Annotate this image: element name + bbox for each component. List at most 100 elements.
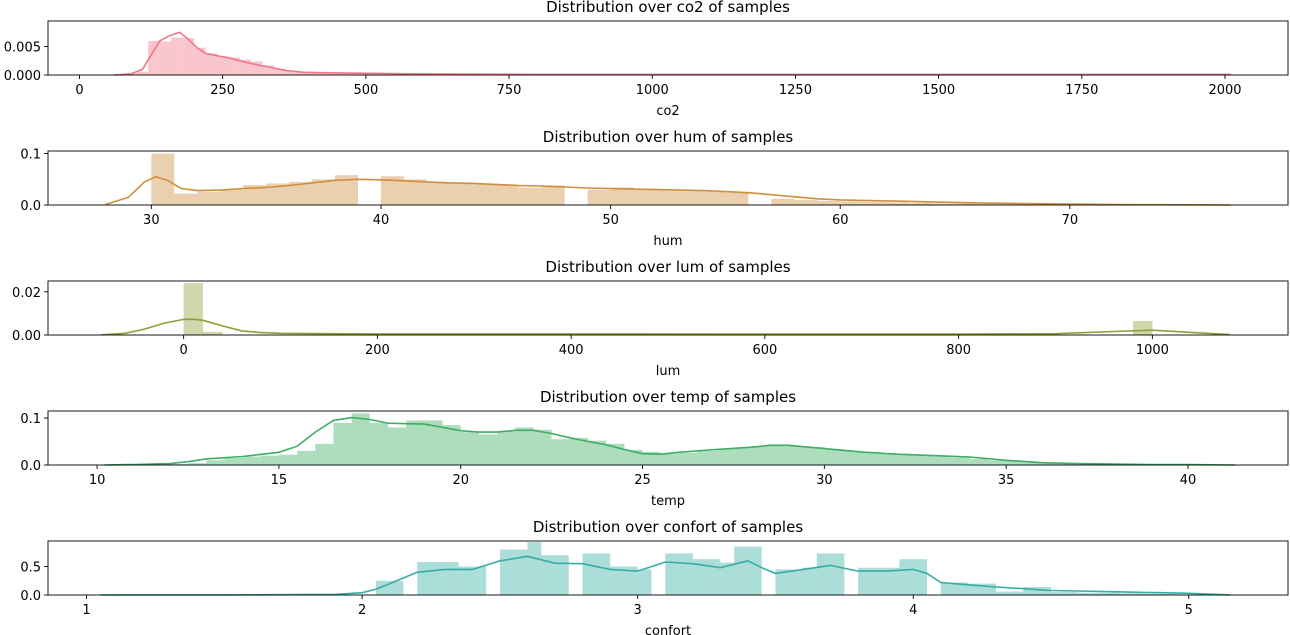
histogram-bar [206, 460, 225, 465]
y-tick-label: 0.5 [20, 561, 41, 576]
histogram-bar [424, 420, 443, 465]
kde-curve [113, 31, 1231, 76]
histogram-bars [375, 542, 1231, 595]
histogram-bar [228, 57, 240, 75]
histogram-bar [331, 73, 343, 75]
histogram-bar [840, 201, 864, 205]
x-tick-label: 0 [179, 343, 187, 358]
histogram-bar [239, 59, 252, 75]
histogram-bar [251, 61, 263, 75]
histogram-bar [260, 455, 279, 465]
subplot-confort: Distribution over confort of samples 1 2 3 4… [20, 518, 1289, 635]
histogram-bar [377, 73, 389, 75]
axes-frame [47, 280, 1289, 336]
histogram-bar [582, 553, 597, 595]
histogram-bar [389, 580, 404, 595]
histogram-bar [369, 422, 388, 465]
histogram-bar [216, 56, 229, 75]
histogram-bar [351, 413, 370, 465]
histogram-bar [623, 566, 638, 595]
histogram-bar [1006, 461, 1025, 465]
histogram-bar [569, 437, 588, 465]
histogram-bar [285, 71, 298, 75]
kde-curve [101, 318, 1230, 336]
histogram-bar [159, 41, 172, 75]
histogram-bar [1147, 593, 1162, 595]
x-tick-label: 15 [271, 473, 288, 488]
histogram-bar [1000, 203, 1024, 205]
x-tick-label: 35 [998, 473, 1015, 488]
histogram-bar [978, 203, 1001, 205]
histogram-bar [171, 37, 183, 75]
histogram-bar [320, 73, 332, 75]
histogram-bars [151, 413, 1207, 465]
histogram-bar [982, 583, 996, 595]
x-tick-label: 800 [946, 343, 971, 358]
histogram-bar [679, 553, 693, 595]
histogram-bar [624, 449, 643, 465]
histogram-bar [955, 203, 978, 205]
x-tick-label: 1250 [779, 83, 812, 98]
histogram-bar [816, 553, 831, 595]
histogram-bars [183, 283, 1153, 335]
histogram-bar [497, 431, 516, 465]
chart-title: Distribution over co2 of samples [546, 0, 790, 16]
histogram-bar [174, 193, 198, 205]
histogram-bar [278, 454, 298, 465]
histogram-bar [354, 73, 366, 75]
histogram-bar [863, 201, 887, 205]
y-tick-label: 0.000 [4, 69, 41, 84]
histogram-bar [308, 72, 321, 75]
histogram-bar [148, 40, 160, 75]
histogram-bar [513, 549, 528, 595]
x-tick-label: 40 [1180, 473, 1197, 488]
histogram-bar [806, 447, 825, 465]
histogram-bar [842, 450, 861, 465]
x-tick-label: 3 [634, 603, 642, 618]
histogram-bar [188, 463, 207, 465]
histogram-bar [885, 567, 900, 595]
histogram-bar [940, 582, 955, 595]
histogram-bar [665, 553, 680, 595]
histogram-bar [678, 452, 698, 465]
histogram-bar [995, 591, 1010, 595]
histogram-bar [380, 176, 404, 205]
histogram-bar [988, 460, 1007, 465]
histogram-bar [1023, 587, 1038, 595]
histogram-bars [151, 153, 1231, 205]
histogram-bar [706, 559, 721, 595]
histogram-bars [125, 37, 1237, 75]
histogram-bar [242, 456, 261, 465]
x-tick-label: 400 [559, 343, 584, 358]
histogram-bar [297, 450, 316, 465]
histogram-bar [426, 181, 450, 205]
x-tick-label: 1000 [636, 83, 669, 98]
kde-curve [104, 416, 1236, 466]
histogram-bar [769, 446, 788, 465]
histogram-bar [333, 422, 352, 465]
histogram-bar [220, 189, 244, 205]
y-tick-label: 0.0 [20, 199, 41, 214]
histogram-bar [194, 47, 206, 75]
histogram-bar [1023, 203, 1047, 205]
histogram-bar [1119, 593, 1134, 595]
histogram-bar [610, 566, 624, 595]
x-tick-label: 50 [602, 213, 619, 228]
histogram-bar [417, 562, 432, 595]
histogram-bar [702, 191, 726, 205]
x-axis-label: lum [656, 364, 681, 379]
histogram-bar [518, 187, 542, 205]
x-axis-label: co2 [656, 104, 679, 119]
histogram-bar [899, 559, 914, 595]
histogram-bar [182, 38, 195, 75]
histogram-bar [289, 181, 313, 205]
histogram-bar [734, 546, 748, 595]
histogram-bar [637, 569, 652, 595]
histogram-bar [442, 425, 461, 465]
x-tick-label: 30 [143, 213, 160, 228]
x-tick-label: 0 [75, 83, 83, 98]
histogram-bar [933, 456, 952, 465]
histogram-bar [541, 185, 565, 205]
x-tick-label: 2 [358, 603, 366, 618]
